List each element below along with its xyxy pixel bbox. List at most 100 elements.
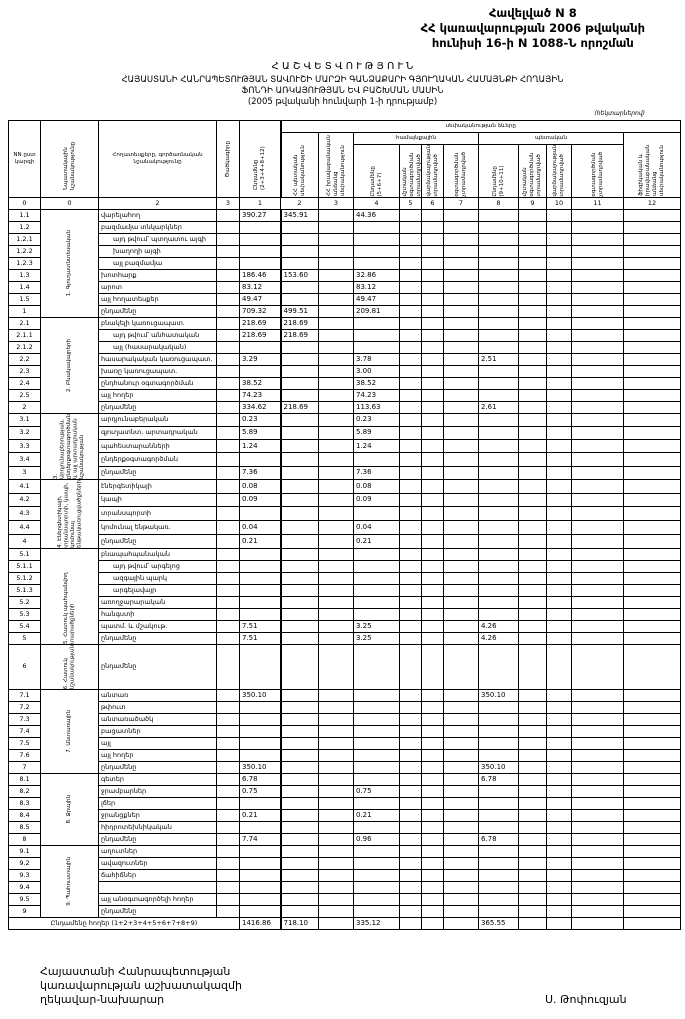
row-number: 1.2.3 (8, 256, 41, 270)
land-type: արդյունաբերական (98, 412, 217, 427)
value-community-total: 0.08 (353, 478, 400, 494)
row-number: 9.4 (8, 880, 41, 894)
purpose-label: 7. Անտառային (66, 709, 73, 753)
table-row: 5.2 առողջարարական (8, 595, 682, 609)
table-row: 2.1 2. Բնակավայրերի բնակելի կառուցապատ. 218… (8, 316, 682, 414)
land-type: ընդամենը (98, 832, 217, 846)
land-type: տրանսպորտի (98, 506, 217, 522)
value-community-total: 7.36 (353, 465, 400, 480)
total-label: Ընդամենը հողեր (1+2+3+4+5+6+7+8+9) (8, 916, 240, 930)
value-community-total: 3.78 (353, 352, 400, 366)
value-legal (318, 520, 354, 535)
value-community-total (353, 583, 400, 597)
value-legal (318, 619, 354, 633)
col-index: 6 (421, 196, 444, 210)
table-row: 5.1.1 այդ թվում՝ արգելոց (8, 559, 682, 573)
value-community-total: 83.12 (353, 280, 400, 294)
value-total (239, 220, 282, 234)
value-community-total (353, 748, 400, 762)
code-cell (216, 631, 240, 645)
code-cell (216, 547, 240, 561)
value-legal (318, 376, 354, 390)
value-legal (318, 643, 354, 690)
col-header-text: սեփականության ձևերը (445, 123, 516, 129)
value-state (280, 832, 319, 846)
col-header-purpose: Նպատակային նշանակությունը (40, 120, 99, 198)
value-legal (318, 439, 354, 454)
row-number: 7.5 (8, 736, 41, 750)
row-number: 9 (8, 904, 41, 918)
value-legal (318, 220, 354, 234)
value-state-total (478, 232, 519, 246)
value-legal (318, 304, 354, 318)
land-type: այլ հողեր (98, 388, 217, 402)
row-number: 1.2.1 (8, 232, 41, 246)
land-type: ընդամենը (98, 904, 217, 918)
table-row: 2.5 այլ հողեր 74.23 74.23 (8, 388, 682, 402)
row-number: 2.1.1 (8, 328, 41, 342)
table-row: 3.2 գյուղատնտ. արտադրական 5.89 5.89 (8, 425, 682, 441)
value-community-total (353, 772, 400, 786)
code-cell (216, 304, 240, 318)
row-number: 2.3 (8, 364, 41, 378)
value-total: 709.32 (239, 304, 282, 318)
table-row: 3.1 3. Արդյունաբերության, ընդերքօգտագործմ… (8, 412, 682, 480)
value-total: 6.78 (239, 772, 282, 786)
code-cell (216, 832, 240, 846)
purpose-category: 8. Ջրային (40, 772, 99, 846)
value-state-total (478, 220, 519, 234)
value-state: 218.69 (280, 400, 319, 414)
value-total (239, 244, 282, 258)
row-number: 2.4 (8, 376, 41, 390)
signatory-title: Հայաստանի Հանրապետության կառավարության ա… (40, 965, 242, 1007)
value-state (280, 220, 319, 234)
value-state (280, 820, 319, 834)
row-number: 5.1.2 (8, 571, 41, 585)
value-state (280, 892, 319, 906)
code-cell (216, 736, 240, 750)
code-cell (216, 376, 240, 390)
value-community-total (353, 571, 400, 585)
value-legal (318, 316, 354, 330)
value-legal (318, 748, 354, 762)
annex-decree: ՀՀ կառավարության 2006 թվականի (420, 21, 645, 35)
row-number: 4.1 (8, 478, 41, 494)
value-community-total (353, 643, 400, 690)
row-number: 8.2 (8, 784, 41, 798)
value-legal (318, 868, 354, 882)
value-total (239, 256, 282, 270)
col-header-c6: վարձակալության տրամադրված (421, 144, 444, 198)
value-community-total (353, 856, 400, 870)
value-community-total (353, 760, 400, 774)
code-cell (216, 583, 240, 597)
value-legal (318, 796, 354, 810)
value-state-total (478, 328, 519, 342)
row-number: 9.2 (8, 856, 41, 870)
value-community-total (353, 700, 400, 714)
value-community-total (353, 880, 400, 894)
table-row: 5.1.2 ազգային պարկ (8, 571, 682, 585)
value-total: 0.08 (239, 478, 282, 494)
value-total (239, 748, 282, 762)
value-legal (318, 506, 354, 522)
land-type: հանգստի (98, 607, 217, 621)
table-row: 3.4 ընդերքօգտագործման (8, 452, 682, 467)
value-community-total: 3.25 (353, 631, 400, 645)
value-community-total (353, 736, 400, 750)
col-index: 3 (216, 196, 240, 210)
table-row: 9.2 ավազուտներ (8, 856, 682, 870)
value-total (239, 892, 282, 906)
table-row: 1.2.3 այլ բազմամյա (8, 256, 682, 270)
col-index: 11 (571, 196, 624, 210)
value-state-total: 2.61 (478, 400, 519, 414)
total-c2: 718.10 (280, 916, 319, 930)
code-cell (216, 748, 240, 762)
row-number: 8.4 (8, 808, 41, 822)
value-state (280, 796, 319, 810)
code-cell (216, 880, 240, 894)
value-legal (318, 340, 354, 354)
col-index: 1 (239, 196, 281, 210)
row-number: 3.1 (8, 412, 41, 427)
value-legal (318, 547, 354, 561)
col-header-c11: օգտագործման չտրամադրված (571, 144, 624, 198)
